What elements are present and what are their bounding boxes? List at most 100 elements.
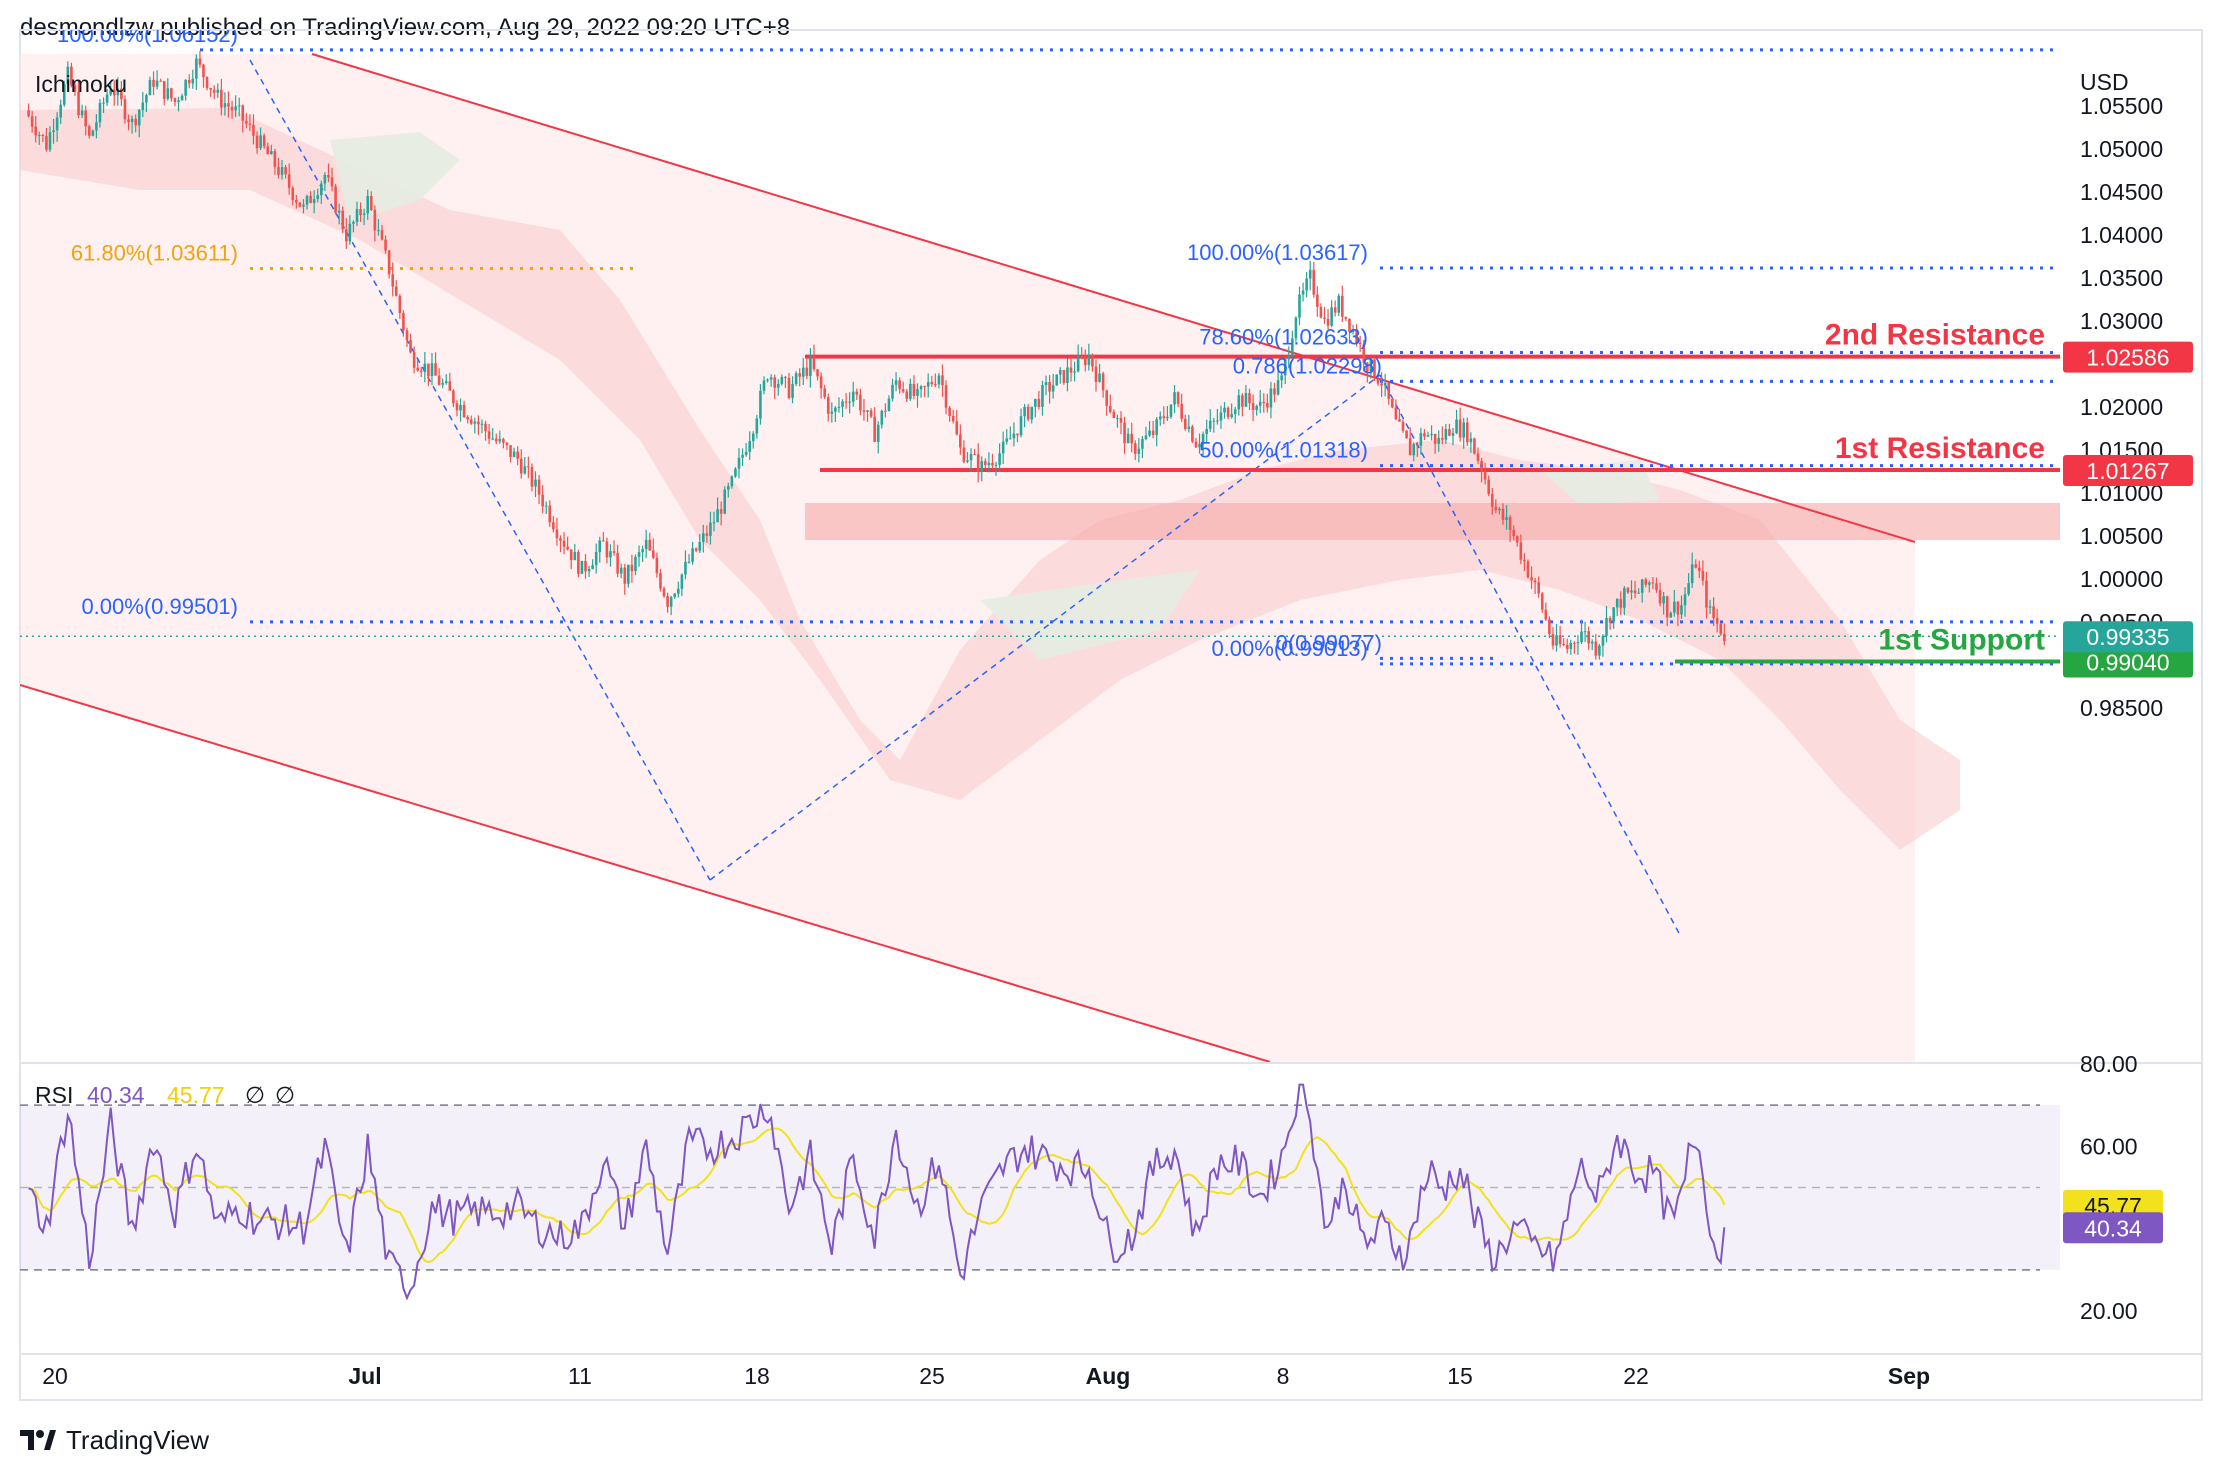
candle-body	[691, 548, 694, 562]
candle-body	[680, 574, 684, 589]
candle-body	[559, 538, 562, 541]
candle-body	[1233, 409, 1237, 415]
candle-body	[1598, 645, 1601, 656]
candle-body	[1398, 419, 1401, 422]
fib-level-label: 0.00%(0.99501)	[81, 594, 238, 619]
candle-body	[355, 209, 359, 222]
candle-body	[677, 588, 680, 594]
candle-body	[1251, 403, 1255, 410]
candle-body	[1544, 609, 1548, 620]
candle-body	[844, 401, 848, 403]
candle-body	[1665, 596, 1669, 618]
time-tick: 8	[1277, 1363, 1290, 1389]
candle-body	[55, 117, 59, 131]
candle-body	[1526, 561, 1530, 578]
candle-body	[459, 404, 462, 411]
candle-body	[666, 596, 669, 607]
candle-body	[548, 505, 552, 523]
candle-body	[387, 250, 391, 275]
fibonacci-labels: 100.00%(1.06152) 61.80%(1.03611) 0.00%(0.9…	[57, 30, 1382, 661]
rsi-pane[interactable]	[20, 1083, 2060, 1301]
candle-body	[1323, 317, 1326, 319]
candle-body	[487, 431, 491, 439]
currency-label: USD	[2080, 69, 2129, 95]
fib-level-label: 0.00%(0.99013)	[1211, 636, 1368, 661]
candle-body	[1369, 359, 1373, 372]
candle-body	[530, 466, 534, 487]
candle-body	[62, 84, 66, 105]
candle-body	[848, 401, 851, 403]
candle-body	[1041, 385, 1044, 407]
candle-body	[684, 561, 687, 575]
candle-body	[809, 355, 812, 376]
candle-body	[1283, 359, 1287, 376]
candle-body	[312, 199, 316, 203]
fib-swing-line	[1379, 374, 1681, 936]
fibonacci-lines	[20, 48, 2060, 936]
candle-body	[394, 286, 398, 296]
rsi-legend: RSI 40.34 45.77 ∅ ∅	[35, 1082, 295, 1108]
candle-body	[623, 567, 627, 584]
candle-body	[1266, 403, 1269, 408]
candle-body	[959, 434, 962, 448]
candle-body	[66, 66, 70, 85]
candle-body	[509, 445, 512, 457]
candle-body	[337, 210, 341, 213]
candle-body	[462, 404, 466, 417]
candle-body	[1455, 419, 1458, 434]
candle-body	[1533, 580, 1537, 583]
time-axis[interactable]: 20 Jul 11 18 25 Aug 8 15 22 Sep	[42, 1363, 1930, 1389]
candle-body	[91, 130, 95, 136]
candle-body	[120, 88, 123, 100]
publish-header: desmondlzw published on TradingView.com,…	[20, 14, 791, 41]
candle-body	[1433, 433, 1437, 444]
candle-body	[612, 551, 616, 553]
candle-body	[1230, 414, 1233, 418]
candle-body	[1316, 294, 1319, 307]
candle-body	[291, 187, 295, 200]
candle-body	[669, 597, 673, 607]
fib-level-label: 50.00%(1.01318)	[1199, 438, 1368, 463]
candle-body	[944, 385, 948, 408]
candle-body	[1644, 579, 1648, 585]
candle-body	[1640, 579, 1644, 593]
candle-body	[1605, 618, 1608, 636]
candle-body	[919, 386, 923, 390]
candle-body	[1512, 529, 1515, 537]
price-pane[interactable]: 100.00%(1.06152) 61.80%(1.03611) 0.00%(0.9…	[20, 22, 2063, 1062]
candle-body	[1091, 354, 1094, 367]
candle-body	[366, 195, 370, 214]
candle-body	[744, 451, 748, 455]
candle-body	[1583, 631, 1587, 633]
candle-body	[1366, 362, 1369, 372]
candle-body	[851, 391, 855, 402]
ichimoku-cloud-green	[330, 132, 460, 222]
candle-body	[527, 466, 530, 468]
candle-body	[491, 438, 494, 440]
candle-body	[1305, 278, 1308, 291]
price-tick: 1.03500	[2080, 265, 2163, 291]
fib-level-label: 78.60%(1.02633)	[1199, 325, 1368, 350]
candle-body	[284, 167, 287, 175]
candle-body	[230, 106, 234, 111]
candle-body	[137, 109, 141, 126]
level-price-text: 1.01267	[2086, 458, 2169, 484]
candle-body	[1416, 444, 1419, 446]
candle-body	[1087, 354, 1091, 365]
candle-body	[544, 505, 548, 507]
chart-canvas[interactable]: 100.00%(1.06152) 61.80%(1.03611) 0.00%(0.9…	[0, 0, 2222, 1410]
candle-body	[1573, 642, 1576, 644]
candle-body	[409, 339, 412, 353]
candle-body	[1569, 642, 1573, 649]
candle-body	[1276, 380, 1280, 395]
time-tick: 15	[1447, 1363, 1473, 1389]
rsi-axis[interactable]: 80.00 60.00 20.00	[2080, 1051, 2138, 1324]
candle-body	[887, 398, 891, 411]
candle-body	[27, 110, 30, 117]
price-tick: 1.04500	[2080, 179, 2163, 205]
candle-body	[659, 573, 662, 589]
candle-body	[698, 542, 702, 551]
candle-body	[627, 564, 630, 584]
candle-body	[884, 410, 887, 412]
